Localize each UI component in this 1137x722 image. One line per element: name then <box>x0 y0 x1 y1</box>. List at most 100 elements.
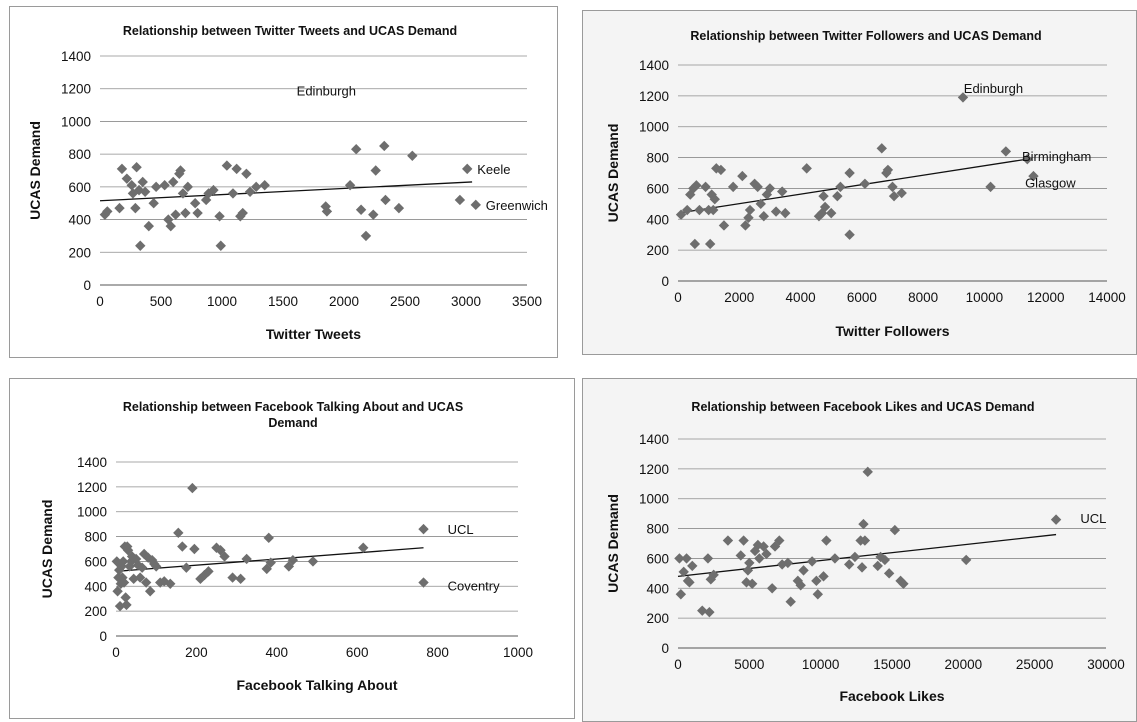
data-point <box>208 184 219 196</box>
data-point <box>758 211 769 222</box>
data-point <box>770 206 782 217</box>
data-point <box>368 209 379 220</box>
chart-title: Demand <box>268 416 317 430</box>
data-point <box>189 543 200 555</box>
y-tick-label: 600 <box>646 551 669 566</box>
data-point <box>151 561 162 572</box>
y-tick-label: 1400 <box>61 49 91 64</box>
data-point <box>143 220 154 232</box>
data-point <box>177 541 188 552</box>
data-point <box>112 586 123 597</box>
data-point <box>887 181 898 193</box>
scatter-chart: Relationship between Twitter Tweets and … <box>27 24 548 342</box>
point-annotation: Glasgow <box>1025 175 1076 190</box>
data-point <box>214 211 225 222</box>
data-point <box>722 535 734 546</box>
chart-facebook-likes-panel: Relationship between Facebook Likes and … <box>582 378 1137 722</box>
data-point <box>139 186 151 197</box>
chart-title: Relationship between Facebook Talking Ab… <box>123 400 463 414</box>
data-point <box>351 144 362 155</box>
data-point <box>735 550 746 561</box>
data-point <box>116 163 128 175</box>
data-point <box>738 535 749 546</box>
data-point <box>102 206 113 217</box>
chart-twitter-followers-panel: Relationship between Twitter Followers a… <box>582 10 1137 355</box>
data-point <box>681 553 692 564</box>
data-point <box>189 198 201 209</box>
data-point <box>882 164 894 176</box>
x-tick-label: 3500 <box>512 294 542 309</box>
scatter-chart: Relationship between Twitter Followers a… <box>605 29 1126 339</box>
data-point <box>859 178 871 189</box>
x-tick-label: 500 <box>150 294 173 309</box>
x-tick-label: 2000 <box>724 290 754 305</box>
y-tick-label: 400 <box>646 581 669 596</box>
y-tick-label: 800 <box>68 147 91 162</box>
y-tick-label: 1000 <box>639 120 669 135</box>
data-point <box>896 187 907 199</box>
data-point <box>832 190 843 202</box>
point-annotation: Greenwich <box>486 198 548 213</box>
data-point <box>687 560 698 572</box>
data-point <box>182 181 194 193</box>
x-tick-label: 0 <box>112 645 120 660</box>
chart-twitter-tweets-panel: Relationship between Twitter Tweets and … <box>9 6 558 358</box>
data-point <box>743 212 754 223</box>
data-point <box>99 209 111 220</box>
data-point <box>755 198 766 210</box>
point-annotation: Edinburgh <box>297 83 356 98</box>
data-point <box>131 162 142 173</box>
data-point <box>780 207 791 219</box>
scatter-chart: Relationship between Facebook Likes and … <box>605 400 1125 704</box>
x-tick-label: 0 <box>674 657 682 672</box>
data-point <box>126 556 137 567</box>
y-tick-label: 1200 <box>639 462 669 477</box>
x-tick-label: 15000 <box>873 657 911 672</box>
y-tick-label: 1400 <box>77 455 107 470</box>
x-tick-label: 5000 <box>734 657 764 672</box>
x-tick-label: 4000 <box>786 290 816 305</box>
data-point <box>872 560 883 572</box>
data-point <box>418 523 429 535</box>
x-tick-label: 10000 <box>966 290 1004 305</box>
point-annotation: UCL <box>1080 511 1106 526</box>
data-point <box>798 565 809 576</box>
y-tick-label: 800 <box>646 151 669 166</box>
data-point <box>187 482 198 494</box>
data-point <box>263 532 274 544</box>
data-point <box>175 165 186 176</box>
chart-title: Relationship between Facebook Likes and … <box>691 400 1034 414</box>
data-point <box>801 163 812 174</box>
data-point <box>706 189 717 200</box>
data-point <box>718 220 730 231</box>
x-tick-label: 1000 <box>207 294 237 309</box>
x-tick-label: 12000 <box>1027 290 1065 305</box>
x-tick-label: 0 <box>96 294 104 309</box>
chart-title: Relationship between Twitter Followers a… <box>690 29 1041 43</box>
data-point <box>159 180 170 191</box>
x-tick-label: 0 <box>674 290 682 305</box>
data-point <box>219 551 230 562</box>
chart-title: Relationship between Twitter Tweets and … <box>123 24 457 38</box>
data-point <box>856 562 868 573</box>
data-point <box>684 577 695 588</box>
data-point <box>114 202 125 214</box>
data-point <box>144 586 156 597</box>
data-point <box>250 181 262 193</box>
data-point <box>241 553 252 565</box>
data-point <box>168 176 179 188</box>
y-tick-label: 200 <box>84 604 107 619</box>
x-tick-label: 800 <box>426 645 449 660</box>
x-axis-title: Facebook Talking About <box>236 677 397 693</box>
y-tick-label: 400 <box>68 213 91 228</box>
data-point <box>358 542 369 553</box>
data-point <box>237 207 248 219</box>
data-point <box>307 556 319 567</box>
data-point <box>118 556 129 567</box>
x-tick-label: 600 <box>346 645 369 660</box>
data-point <box>462 163 473 175</box>
data-point <box>137 176 148 188</box>
x-tick-label: 25000 <box>1016 657 1054 672</box>
data-point <box>121 173 133 184</box>
data-point <box>862 466 873 478</box>
